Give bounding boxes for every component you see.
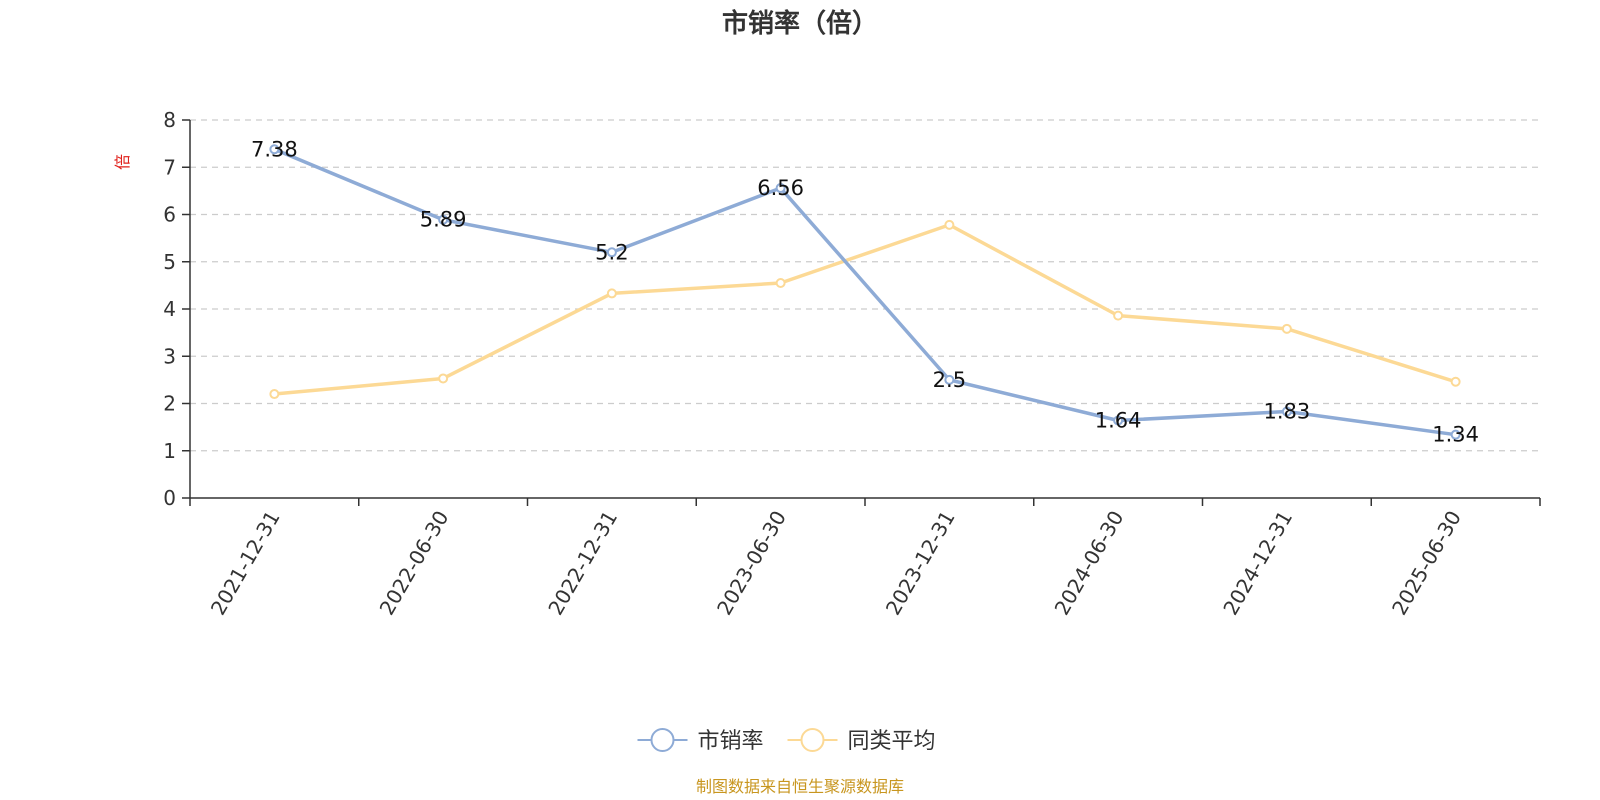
data-point[interactable] <box>269 389 280 400</box>
y-axis-ticks: 0 1 2 3 4 5 6 7 8 <box>163 108 190 510</box>
y-tick-label: 0 <box>163 486 176 510</box>
x-tick-label: 2021-12-31 <box>206 507 285 620</box>
x-tick-label: 2022-12-31 <box>543 507 622 620</box>
data-point[interactable] <box>775 183 786 194</box>
data-point[interactable] <box>438 373 449 384</box>
legend-label: 同类平均 <box>848 729 936 754</box>
y-tick-label: 1 <box>163 439 176 463</box>
data-label: 7.38 <box>251 137 298 161</box>
data-point[interactable] <box>1450 376 1461 387</box>
y-tick-label: 4 <box>163 297 176 321</box>
data-point[interactable] <box>269 144 280 155</box>
data-point[interactable] <box>1113 310 1124 321</box>
data-point[interactable] <box>438 214 449 225</box>
legend-marker <box>650 728 675 752</box>
data-point[interactable] <box>775 278 786 289</box>
x-tick-label: 2024-06-30 <box>1050 507 1129 620</box>
data-label: 6.56 <box>757 176 804 200</box>
data-label: 1.34 <box>1432 423 1479 447</box>
data-point[interactable] <box>606 247 617 258</box>
series-layer: 7.38 5.89 5.2 6.56 2.5 1.64 1.83 1.34 <box>251 137 1479 446</box>
data-point[interactable] <box>1450 429 1461 440</box>
y-tick-label: 7 <box>163 155 176 179</box>
legend-item-1[interactable]: 市销率 <box>637 728 764 754</box>
data-point[interactable] <box>606 288 617 299</box>
x-axis-ticks: 2021-12-31 2022-06-30 2022-12-31 2023-06-30… <box>189 498 1541 620</box>
legend-item-2[interactable]: 同类平均 <box>787 728 936 754</box>
data-point[interactable] <box>1281 406 1292 417</box>
y-tick-label: 6 <box>163 203 176 227</box>
y-axis-unit: 倍 <box>113 154 132 170</box>
y-tick-label: 8 <box>163 108 176 132</box>
chart-title: 市销率（倍） <box>722 8 878 39</box>
grid-lines <box>190 119 1540 452</box>
x-tick-label: 2023-12-31 <box>881 507 960 620</box>
legend[interactable]: 市销率 同类平均 <box>637 728 936 754</box>
series-line <box>273 147 1456 437</box>
series-line <box>274 223 1457 396</box>
y-tick-label: 3 <box>163 344 176 368</box>
legend-label: 市销率 <box>698 729 764 754</box>
data-point[interactable] <box>944 219 955 230</box>
y-tick-label: 2 <box>163 392 176 416</box>
x-tick-label: 2024-12-31 <box>1218 507 1297 620</box>
x-tick-label: 2022-06-30 <box>375 507 454 620</box>
data-label: 5.89 <box>420 208 467 232</box>
data-point[interactable] <box>1113 415 1124 426</box>
data-label: 1.83 <box>1263 400 1310 424</box>
x-tick-label: 2025-06-30 <box>1387 507 1466 620</box>
data-label: 2.5 <box>933 368 966 392</box>
source-note: 制图数据来自恒生聚源数据库 <box>696 777 904 796</box>
data-label: 5.2 <box>595 240 628 264</box>
legend-marker <box>800 728 825 752</box>
data-point[interactable] <box>944 374 955 385</box>
series-1 <box>269 144 1461 440</box>
y-tick-label: 5 <box>163 250 176 274</box>
data-label: 1.64 <box>1095 409 1142 433</box>
data-point[interactable] <box>1281 323 1292 334</box>
series-2 <box>269 219 1461 400</box>
x-tick-label: 2023-06-30 <box>712 507 791 620</box>
